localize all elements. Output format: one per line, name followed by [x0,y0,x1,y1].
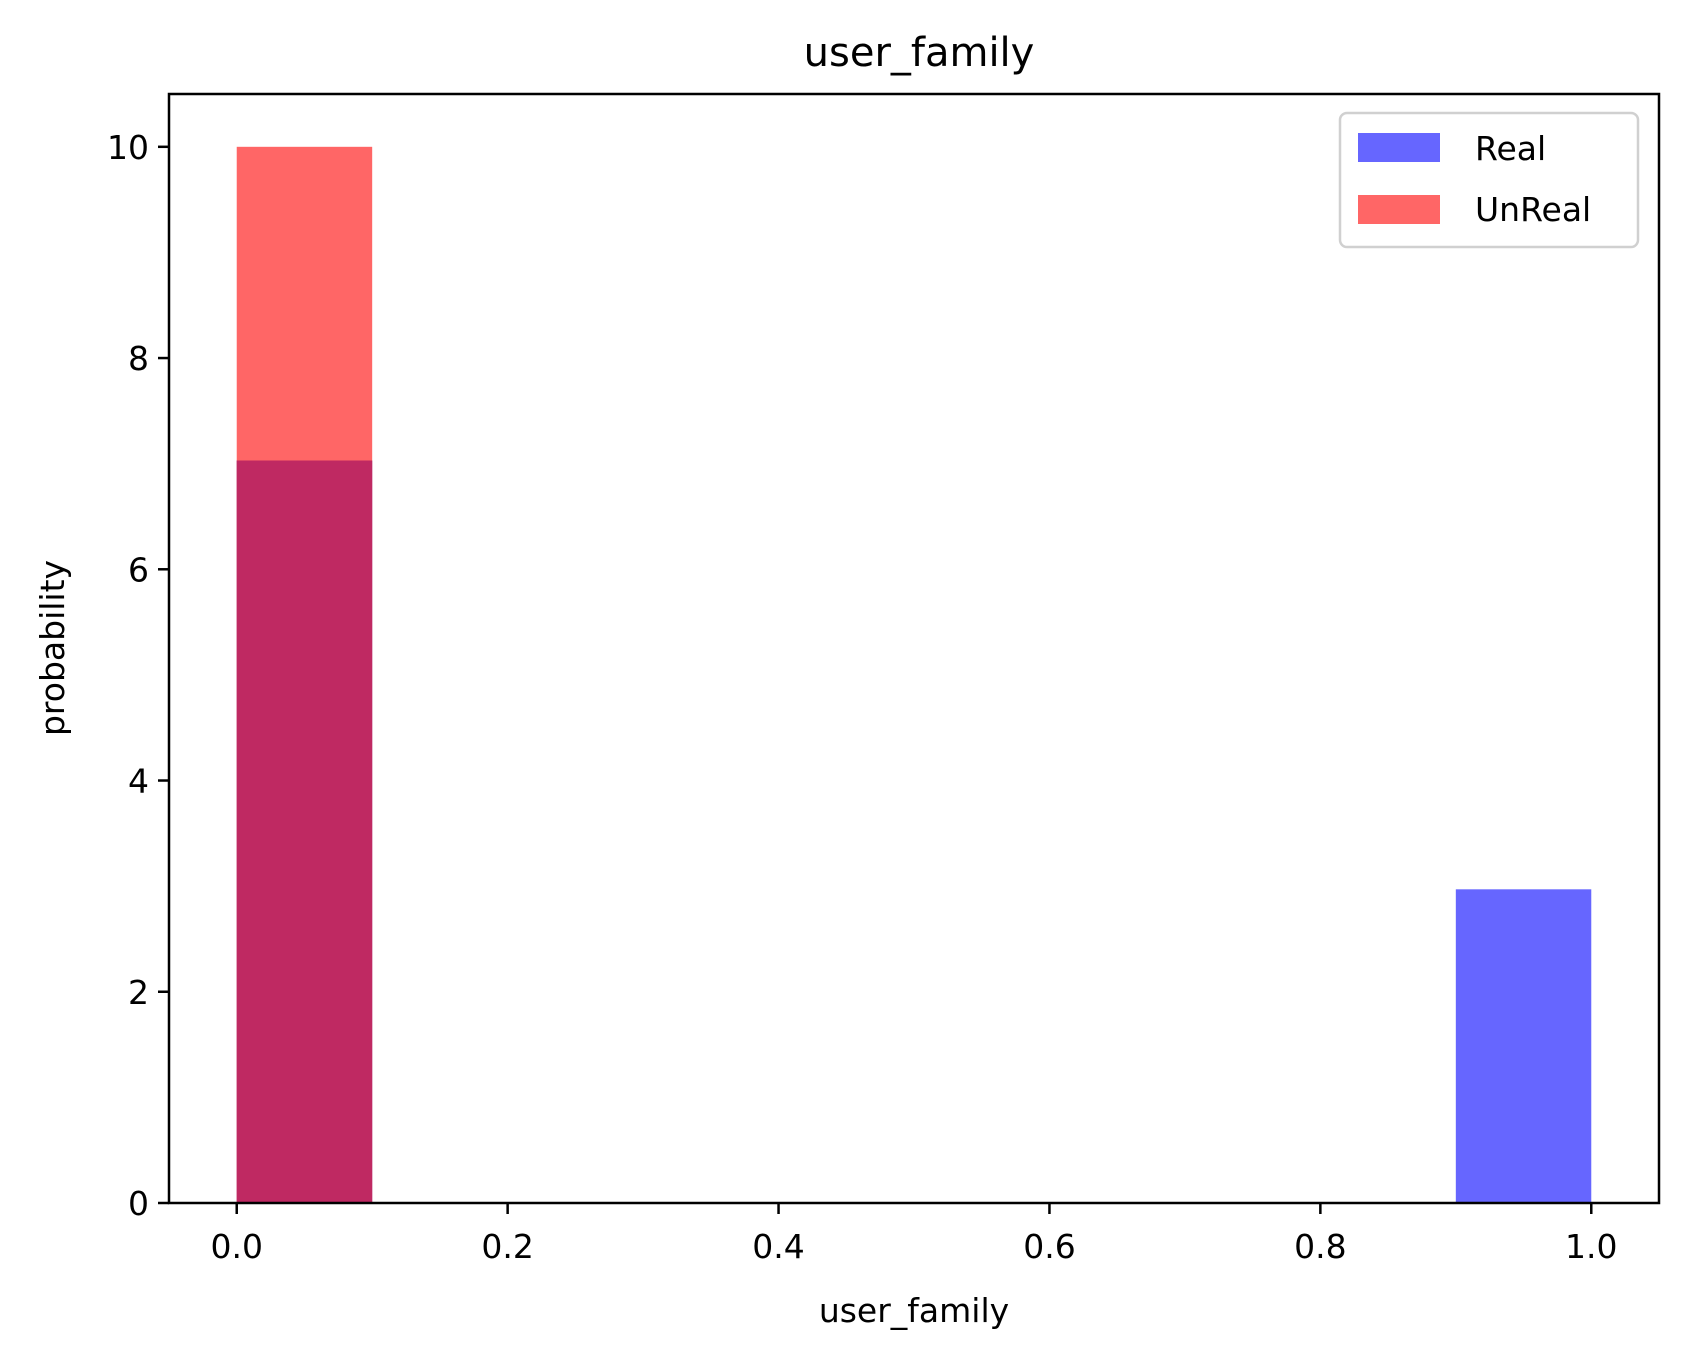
chart-title: user_family [804,30,1035,76]
y-axis-title: probability [33,560,72,736]
x-tick-label: 0.2 [481,1227,533,1266]
y-tick-label: 8 [128,339,149,378]
x-tick-label: 0.4 [752,1227,804,1266]
legend-label-real: Real [1475,129,1546,168]
x-axis-title: user_family [819,1291,1009,1330]
x-tick-label: 0.8 [1294,1227,1346,1266]
x-tick-label: 1.0 [1565,1227,1617,1266]
x-axis: 0.0 0.2 0.4 0.6 0.8 1.0 [210,1203,1618,1266]
legend-label-unreal: UnReal [1475,190,1591,229]
bar-real-1 [1455,889,1592,1203]
y-tick-label: 6 [128,550,149,589]
y-tick-label: 2 [128,973,149,1012]
x-tick-label: 0.6 [1023,1227,1075,1266]
y-tick-label: 0 [128,1184,149,1223]
x-tick-label: 0.0 [210,1227,262,1266]
y-tick-label: 10 [107,128,149,167]
y-tick-label: 4 [128,762,149,801]
y-axis: 0 2 4 6 8 10 [107,128,169,1223]
bar-overlap-0 [236,460,373,1203]
plot-area-frame [167,92,1661,1205]
legend-swatch-unreal [1358,195,1440,224]
bars-layer [236,146,1592,1203]
legend: Real UnReal [1338,111,1640,249]
legend-swatch-real [1358,133,1440,162]
